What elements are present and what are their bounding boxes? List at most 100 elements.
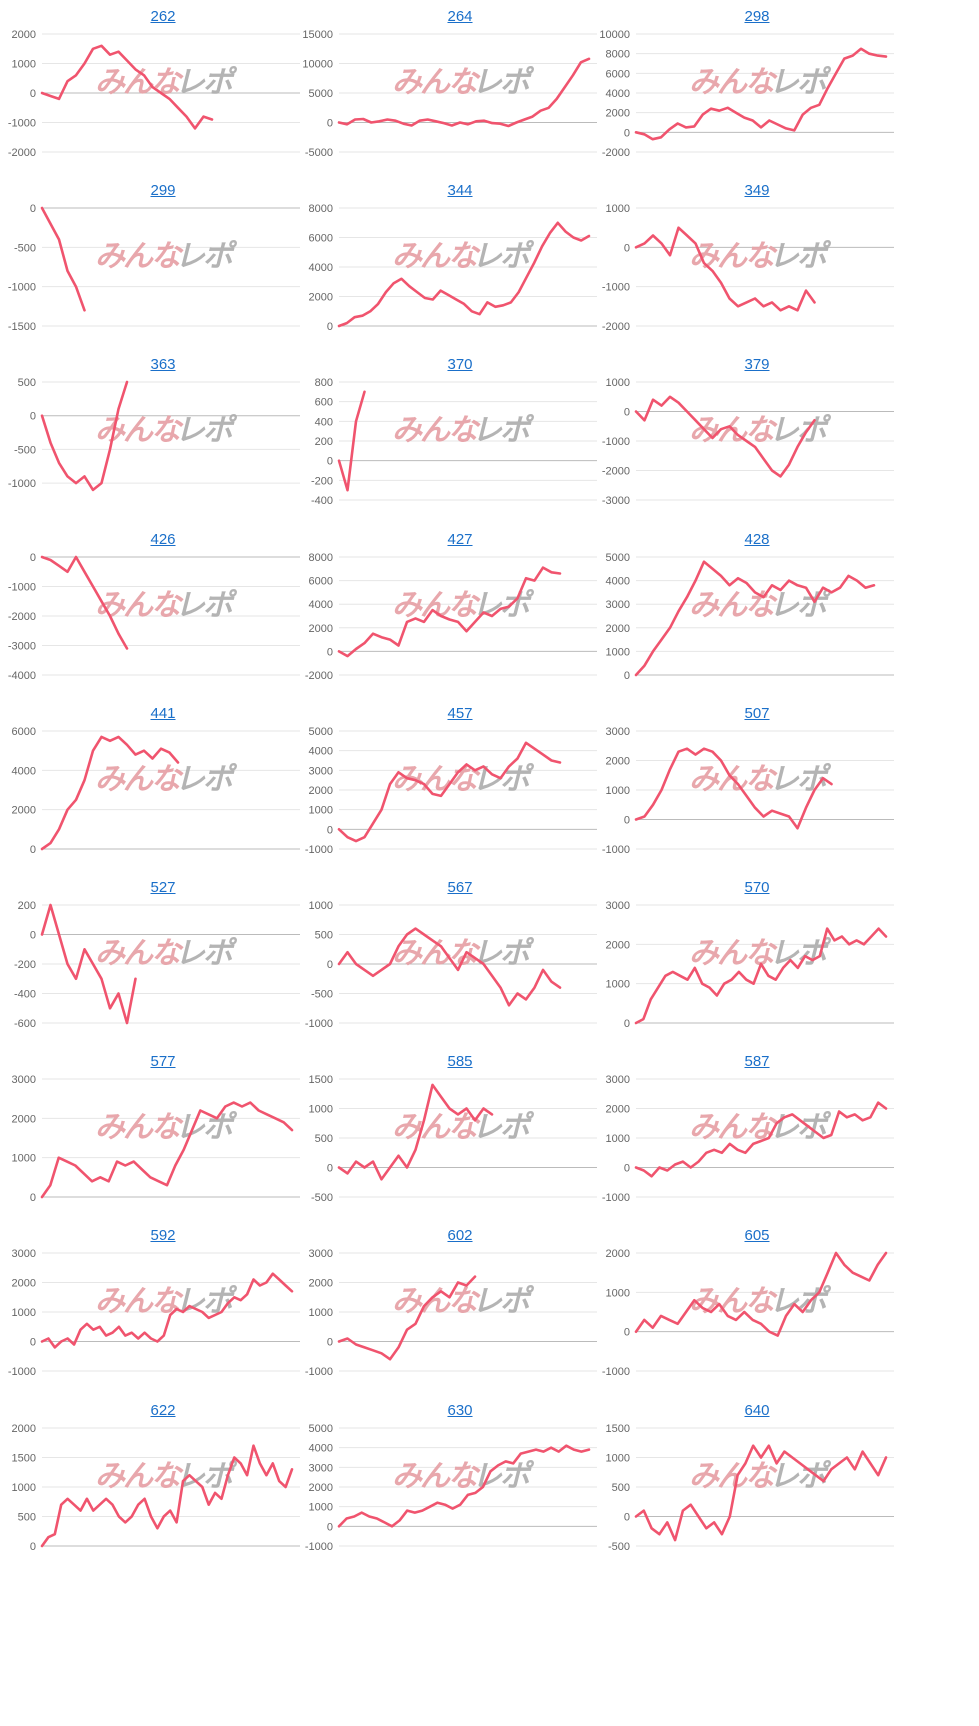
chart-title-link[interactable]: 630 — [447, 1401, 473, 1419]
y-tick-label: 500 — [315, 930, 333, 942]
watermark-text-right: レポ — [769, 65, 832, 100]
chart-title-link[interactable]: 379 — [744, 356, 770, 374]
y-tick-label: 0 — [30, 411, 36, 423]
chart-title-link[interactable]: 427 — [447, 530, 473, 548]
y-tick-label: 1000 — [12, 59, 36, 71]
y-tick-label: 0 — [624, 407, 630, 419]
y-tick-label: 1000 — [12, 1307, 36, 1319]
watermark-text-right: レポ — [769, 1284, 832, 1319]
chart-title-link[interactable]: 527 — [150, 879, 176, 896]
y-tick-label: 2000 — [12, 1423, 36, 1435]
watermark-text-left: みんな — [392, 1284, 481, 1319]
chart-title-link[interactable]: 507 — [744, 704, 770, 722]
chart-panel: 457 5000 4000 3000 2000 1000 0 -1000 みんな レポ — [297, 697, 623, 888]
chart-title-link[interactable]: 585 — [447, 1053, 473, 1071]
chart-title-link[interactable]: 577 — [150, 1053, 176, 1071]
chart-title-link[interactable]: 640 — [744, 1401, 770, 1419]
chart-title-link[interactable]: 587 — [744, 1053, 770, 1071]
chart-title-link[interactable]: 570 — [744, 879, 770, 896]
series-line — [337, 1443, 591, 1528]
chart-panel: 299 0 -500 -1000 -1500 みんな レポ — [0, 174, 326, 365]
y-tick-label: 3000 — [606, 1074, 630, 1086]
watermark-text-right: レポ — [769, 1110, 832, 1145]
y-tick-label: 15000 — [302, 29, 333, 41]
chart-title-link[interactable]: 567 — [447, 879, 473, 896]
y-tick-label: 1000 — [606, 377, 630, 389]
chart-title-link[interactable]: 262 — [150, 8, 176, 25]
watermark-text-left: みんな — [95, 1459, 184, 1494]
y-tick-label: -1500 — [8, 321, 36, 333]
chart-title-link[interactable]: 605 — [744, 1227, 770, 1245]
y-tick-label: -2000 — [602, 321, 630, 333]
chart-title-link[interactable]: 299 — [150, 182, 176, 200]
chart-title-link[interactable]: 349 — [744, 182, 770, 200]
chart-title-link[interactable]: 457 — [447, 704, 473, 722]
y-tick-label: -500 — [311, 1192, 333, 1204]
watermark-text-right: レポ — [175, 413, 238, 448]
watermark-text-left: みんな — [392, 413, 481, 448]
y-tick-label: 2000 — [309, 622, 333, 634]
chart-title-link[interactable]: 602 — [447, 1227, 473, 1245]
y-tick-label: 10000 — [302, 59, 333, 71]
chart-title-link[interactable]: 298 — [744, 8, 770, 25]
chart-title-link[interactable]: 592 — [150, 1227, 176, 1245]
y-tick-label: 1000 — [606, 1133, 630, 1145]
chart-panel: 622 2000 1500 1000 500 0 みんな レポ — [0, 1394, 326, 1585]
chart-title-link[interactable]: 622 — [150, 1401, 176, 1419]
y-tick-label: 600 — [315, 397, 333, 409]
y-tick-label: 2000 — [309, 292, 333, 304]
y-tick-label: 2000 — [606, 622, 630, 634]
chart-title-link[interactable]: 370 — [447, 356, 473, 374]
y-tick-label: 0 — [30, 1192, 36, 1204]
y-tick-label: 0 — [624, 1163, 630, 1175]
chart-title-link[interactable]: 264 — [447, 8, 473, 25]
y-tick-label: 6000 — [12, 726, 36, 738]
series-line — [634, 1101, 888, 1178]
chart-panel: 585 1500 1000 500 0 -500 みんな レポ — [297, 1045, 623, 1236]
y-tick-label: 0 — [624, 814, 630, 826]
chart-title-link[interactable]: 428 — [744, 530, 770, 548]
y-tick-label: 0 — [30, 844, 36, 856]
watermark-text-right: レポ — [175, 1110, 238, 1145]
y-tick-label: 3000 — [12, 1074, 36, 1086]
y-tick-label: 2000 — [606, 755, 630, 767]
chart-panel: 344 8000 6000 4000 2000 0 みんな レポ — [297, 174, 623, 365]
series-line — [634, 1443, 888, 1541]
y-tick-label: -200 — [311, 476, 333, 488]
y-tick-label: 2000 — [309, 1278, 333, 1290]
chart-title-link[interactable]: 441 — [150, 704, 176, 722]
y-tick-label: -1000 — [602, 844, 630, 856]
y-tick-label: 2000 — [606, 108, 630, 120]
chart-title-link[interactable]: 426 — [150, 530, 176, 548]
watermark-text-left: みんな — [392, 1110, 481, 1145]
y-tick-label: 1000 — [606, 646, 630, 658]
chart-title-link[interactable]: 363 — [150, 356, 176, 374]
y-tick-label: -5000 — [305, 147, 333, 159]
chart-panel: 577 3000 2000 1000 0 みんな レポ — [0, 1045, 326, 1236]
y-tick-label: -2000 — [602, 147, 630, 159]
y-tick-label: 2000 — [606, 939, 630, 951]
y-tick-label: -1000 — [305, 1018, 333, 1030]
y-tick-label: 3000 — [309, 1462, 333, 1474]
y-tick-label: 500 — [315, 1133, 333, 1145]
y-tick-label: -1000 — [8, 581, 36, 593]
y-tick-label: 2000 — [12, 804, 36, 816]
y-tick-label: 500 — [18, 1511, 36, 1523]
y-tick-label: 3000 — [606, 900, 630, 912]
y-tick-label: -500 — [14, 243, 36, 255]
y-tick-label: -1000 — [305, 844, 333, 856]
y-tick-label: 1500 — [606, 1423, 630, 1435]
chart-title-link[interactable]: 344 — [447, 182, 473, 200]
y-tick-label: 2000 — [309, 785, 333, 797]
y-tick-label: 4000 — [12, 765, 36, 777]
